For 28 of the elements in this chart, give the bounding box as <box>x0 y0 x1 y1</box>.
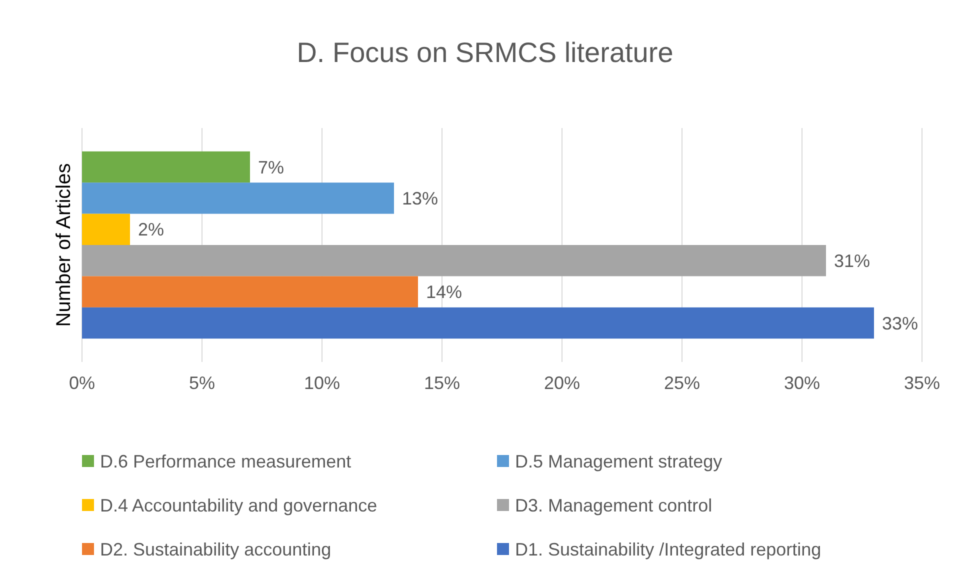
legend-label: D.5 Management strategy <box>515 451 722 472</box>
data-label: 7% <box>258 157 284 178</box>
legend-label: D.6 Performance measurement <box>100 451 352 472</box>
x-tick-label: 5% <box>188 372 216 393</box>
x-tick-label: 20% <box>544 372 580 393</box>
bar <box>82 276 418 308</box>
x-tick-label: 15% <box>424 372 460 393</box>
x-tick-label: 35% <box>904 372 940 393</box>
legend-label: D2. Sustainability accounting <box>100 539 332 560</box>
bar <box>82 214 130 245</box>
data-label: 13% <box>402 188 438 208</box>
chart-title: D. Focus on SRMCS literature <box>296 37 674 68</box>
data-label: 31% <box>834 250 870 271</box>
x-tick-label: 30% <box>784 372 820 393</box>
y-axis-title: Number of Articles <box>53 163 75 327</box>
data-label: 2% <box>138 220 164 240</box>
bar <box>82 245 826 276</box>
bar <box>82 151 250 183</box>
data-label: 14% <box>426 282 462 302</box>
bar <box>82 307 874 339</box>
x-tick-label: 10% <box>304 372 340 393</box>
legend-label: D1. Sustainability /Integrated reporting <box>515 539 822 560</box>
legend-label: D3. Management control <box>515 495 712 516</box>
bar <box>82 182 394 214</box>
data-label: 33% <box>882 313 918 334</box>
x-tick-label: 0% <box>68 372 96 393</box>
x-tick-label: 25% <box>664 372 700 393</box>
legend-label: D.4 Accountability and governance <box>100 495 378 516</box>
